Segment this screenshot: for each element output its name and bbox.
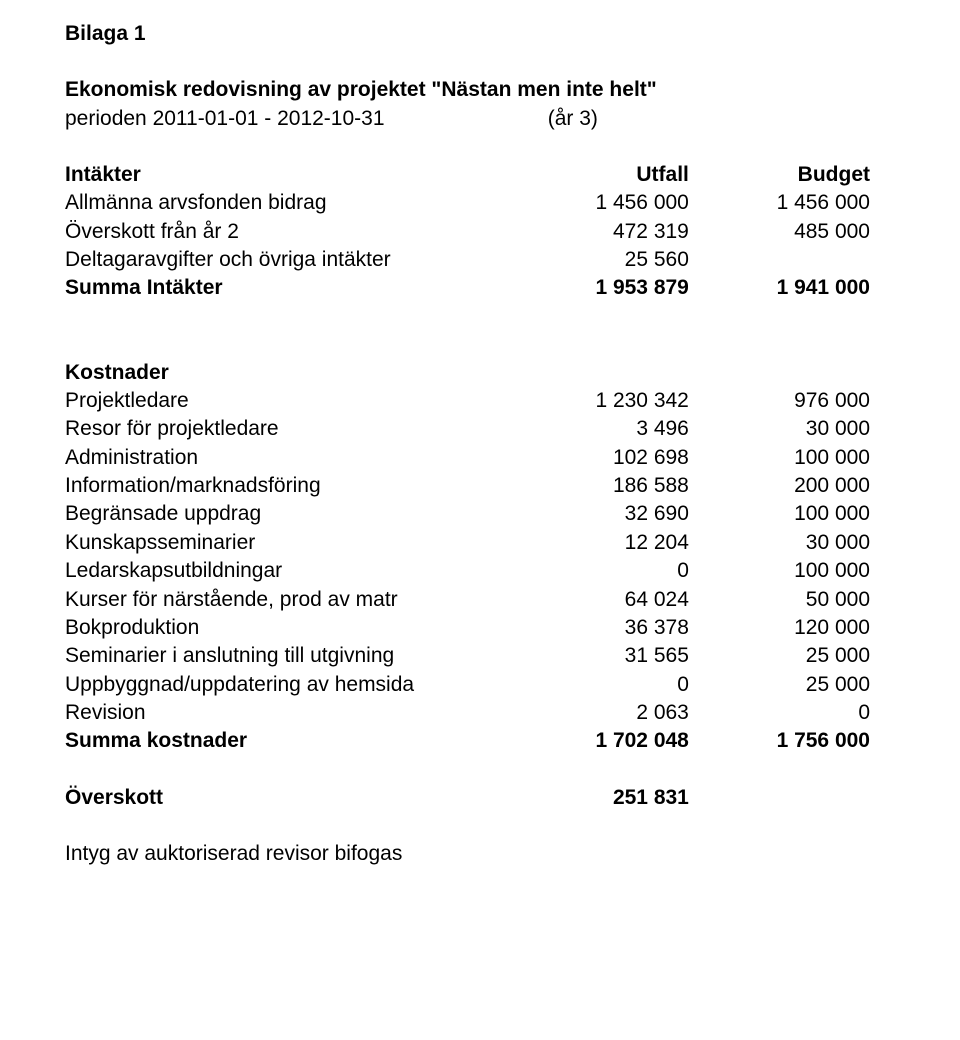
row-value-2: 100 000 bbox=[689, 557, 870, 585]
doc-label: Bilaga 1 bbox=[65, 20, 870, 48]
overskott-table: Överskott 251 831 bbox=[65, 784, 870, 812]
kostnader-sum-v1: 1 702 048 bbox=[508, 727, 689, 755]
row-value-1: 102 698 bbox=[508, 444, 689, 472]
intakter-sum-label: Summa Intäkter bbox=[65, 274, 508, 302]
row-value-2: 100 000 bbox=[689, 444, 870, 472]
row-value-2: 25 000 bbox=[689, 671, 870, 699]
table-row: Uppbyggnad/uppdatering av hemsida025 000 bbox=[65, 671, 870, 699]
kostnader-sum-label: Summa kostnader bbox=[65, 727, 508, 755]
table-row: Information/marknadsföring186 588200 000 bbox=[65, 472, 870, 500]
row-label: Projektledare bbox=[65, 387, 508, 415]
row-value-2: 485 000 bbox=[689, 218, 870, 246]
doc-title: Ekonomisk redovisning av projektet "Näst… bbox=[65, 76, 870, 104]
kostnader-sum-v2: 1 756 000 bbox=[689, 727, 870, 755]
row-value-1: 2 063 bbox=[508, 699, 689, 727]
overskott-v1: 251 831 bbox=[508, 784, 689, 812]
row-value-2 bbox=[689, 246, 870, 274]
row-label: Deltagaravgifter och övriga intäkter bbox=[65, 246, 508, 274]
row-label: Allmänna arvsfonden bidrag bbox=[65, 189, 508, 217]
row-label: Överskott från år 2 bbox=[65, 218, 508, 246]
table-row: Överskott från år 2472 319485 000 bbox=[65, 218, 870, 246]
row-label: Seminarier i anslutning till utgivning bbox=[65, 642, 508, 670]
row-label: Kurser för närstående, prod av matr bbox=[65, 586, 508, 614]
row-label: Bokproduktion bbox=[65, 614, 508, 642]
intakter-sum-v1: 1 953 879 bbox=[508, 274, 689, 302]
row-label: Begränsade uppdrag bbox=[65, 500, 508, 528]
row-value-2: 976 000 bbox=[689, 387, 870, 415]
row-value-2: 30 000 bbox=[689, 415, 870, 443]
row-label: Information/marknadsföring bbox=[65, 472, 508, 500]
row-value-1: 0 bbox=[508, 557, 689, 585]
table-row: Deltagaravgifter och övriga intäkter25 5… bbox=[65, 246, 870, 274]
period-line: perioden 2011-01-01 - 2012-10-31 (år 3) bbox=[65, 105, 870, 133]
row-label: Resor för projektledare bbox=[65, 415, 508, 443]
kostnader-heading: Kostnader bbox=[65, 359, 508, 387]
kostnader-table: Kostnader Projektledare1 230 342976 000R… bbox=[65, 359, 870, 756]
row-value-1: 0 bbox=[508, 671, 689, 699]
row-value-2: 200 000 bbox=[689, 472, 870, 500]
row-value-2: 0 bbox=[689, 699, 870, 727]
table-row: Ledarskapsutbildningar0100 000 bbox=[65, 557, 870, 585]
intakter-heading: Intäkter bbox=[65, 161, 508, 189]
footnote: Intyg av auktoriserad revisor bifogas bbox=[65, 840, 870, 868]
intakter-table: Intäkter Utfall Budget Allmänna arvsfond… bbox=[65, 161, 870, 303]
row-value-1: 1 456 000 bbox=[508, 189, 689, 217]
row-value-1: 32 690 bbox=[508, 500, 689, 528]
period-suffix: (år 3) bbox=[508, 105, 689, 133]
row-value-1: 31 565 bbox=[508, 642, 689, 670]
row-value-1: 64 024 bbox=[508, 586, 689, 614]
row-value-1: 36 378 bbox=[508, 614, 689, 642]
row-label: Kunskapsseminarier bbox=[65, 529, 508, 557]
col-utfall: Utfall bbox=[508, 161, 689, 189]
row-value-1: 12 204 bbox=[508, 529, 689, 557]
overskott-label: Överskott bbox=[65, 784, 508, 812]
table-row: Revision2 0630 bbox=[65, 699, 870, 727]
period-text: perioden 2011-01-01 - 2012-10-31 bbox=[65, 105, 508, 133]
table-row: Administration102 698100 000 bbox=[65, 444, 870, 472]
table-row: Kunskapsseminarier12 20430 000 bbox=[65, 529, 870, 557]
row-value-2: 30 000 bbox=[689, 529, 870, 557]
table-row: Allmänna arvsfonden bidrag1 456 0001 456… bbox=[65, 189, 870, 217]
table-row: Resor för projektledare3 49630 000 bbox=[65, 415, 870, 443]
intakter-sum-v2: 1 941 000 bbox=[689, 274, 870, 302]
row-label: Revision bbox=[65, 699, 508, 727]
row-value-2: 100 000 bbox=[689, 500, 870, 528]
row-label: Ledarskapsutbildningar bbox=[65, 557, 508, 585]
table-row: Kurser för närstående, prod av matr64 02… bbox=[65, 586, 870, 614]
table-row: Projektledare1 230 342976 000 bbox=[65, 387, 870, 415]
row-value-1: 186 588 bbox=[508, 472, 689, 500]
row-label: Uppbyggnad/uppdatering av hemsida bbox=[65, 671, 508, 699]
row-value-1: 3 496 bbox=[508, 415, 689, 443]
table-row: Begränsade uppdrag32 690100 000 bbox=[65, 500, 870, 528]
table-row: Bokproduktion36 378120 000 bbox=[65, 614, 870, 642]
row-value-2: 120 000 bbox=[689, 614, 870, 642]
row-value-2: 50 000 bbox=[689, 586, 870, 614]
table-row: Seminarier i anslutning till utgivning31… bbox=[65, 642, 870, 670]
col-budget: Budget bbox=[689, 161, 870, 189]
row-value-1: 472 319 bbox=[508, 218, 689, 246]
row-value-1: 1 230 342 bbox=[508, 387, 689, 415]
row-value-1: 25 560 bbox=[508, 246, 689, 274]
row-value-2: 1 456 000 bbox=[689, 189, 870, 217]
row-value-2: 25 000 bbox=[689, 642, 870, 670]
row-label: Administration bbox=[65, 444, 508, 472]
